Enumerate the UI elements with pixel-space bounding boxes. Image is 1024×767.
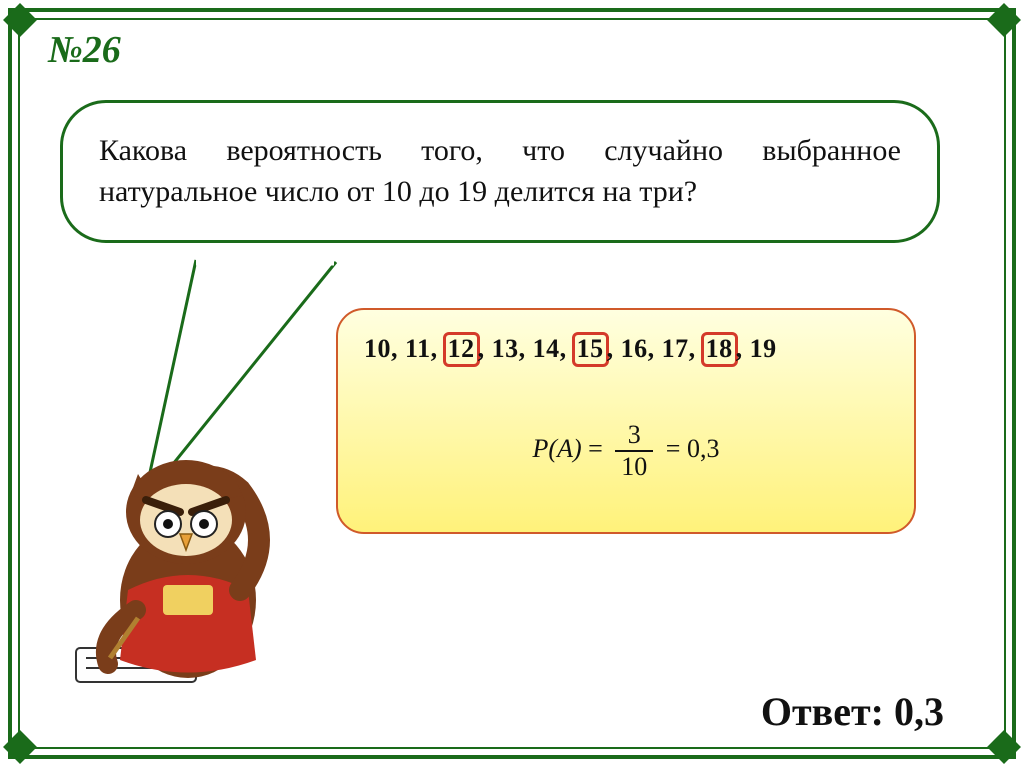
equals-sign: = (588, 434, 609, 463)
highlighted-number: 15 (572, 332, 609, 367)
answer-line: Ответ: 0,3 (761, 688, 944, 735)
question-text: Какова вероятность того, что случайно вы… (99, 134, 901, 208)
number: 19 (750, 334, 777, 363)
probability-formula: P(A) = 3 10 = 0,3 (338, 420, 914, 482)
solution-box: 10, 11, 12, 13, 14, 15, 16, 17, 18, 19 P… (336, 308, 916, 534)
formula-lhs: P(A) (533, 434, 582, 463)
highlighted-number: 12 (443, 332, 480, 367)
formula-result: 0,3 (687, 434, 720, 463)
owl-mascot (68, 450, 288, 690)
number: 14 (533, 334, 560, 363)
equals-sign: = (666, 434, 687, 463)
fraction: 3 10 (615, 420, 653, 482)
fraction-denominator: 10 (615, 452, 653, 482)
number: 10 (364, 334, 391, 363)
number: 17 (662, 334, 689, 363)
number: 11 (405, 334, 431, 363)
number: 13 (492, 334, 519, 363)
answer-value: 0,3 (894, 689, 944, 734)
number-sequence: 10, 11, 12, 13, 14, 15, 16, 17, 18, 19 (364, 332, 888, 367)
answer-label: Ответ: (761, 689, 884, 734)
slide-number: №26 (48, 28, 121, 72)
fraction-numerator: 3 (615, 420, 653, 452)
number: 16 (621, 334, 648, 363)
question-bubble: Какова вероятность того, что случайно вы… (60, 100, 940, 243)
highlighted-number: 18 (701, 332, 738, 367)
